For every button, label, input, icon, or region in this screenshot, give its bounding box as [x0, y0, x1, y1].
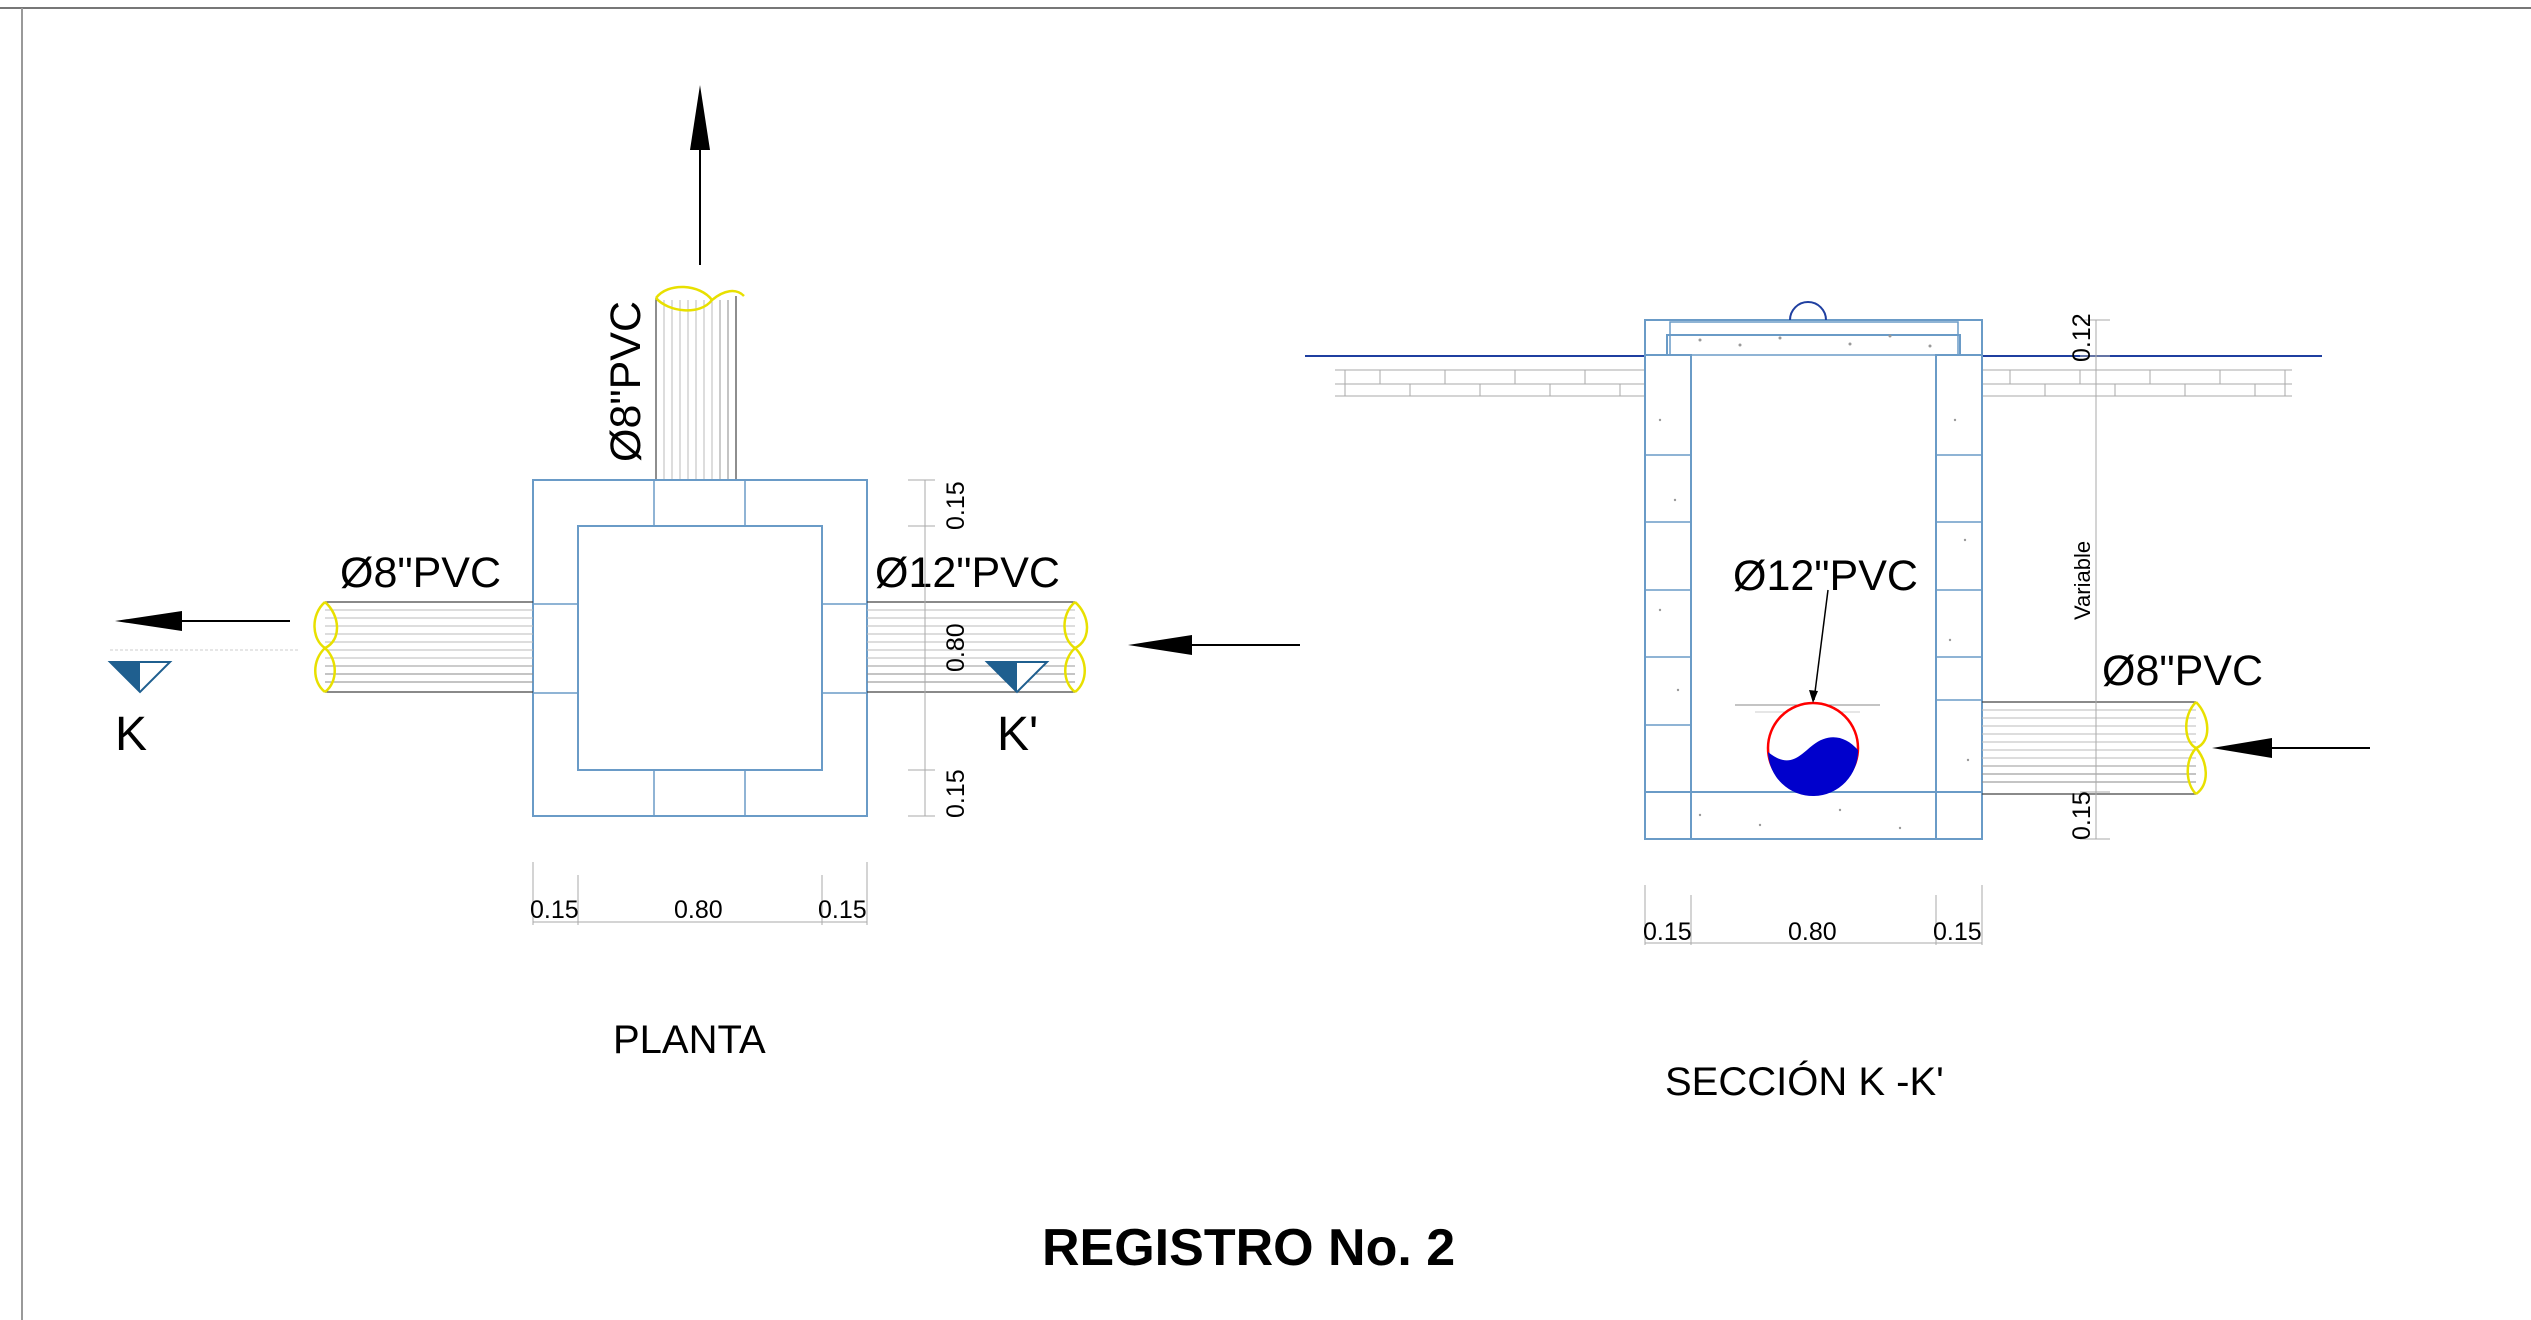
planta-caption: PLANTA: [613, 1018, 766, 1062]
ground-hatch-left: [1335, 369, 1645, 397]
section-dim-variable: Variable: [2070, 541, 2095, 620]
planta-pipe-top: [655, 285, 745, 480]
section-cover-frame: [1644, 319, 1983, 356]
section-pipe-right: [1982, 701, 2209, 796]
section-dim-bottom-left: 0.15: [1643, 918, 1692, 946]
planta-pipe-right-label: Ø12"PVC: [875, 549, 1060, 597]
planta-dims-side: 0.15 0.80 0.15: [908, 479, 970, 818]
water-fill: [1768, 737, 1859, 797]
planta-dim-bottom-left: 0.15: [530, 896, 579, 924]
ground-hatch-right: [1982, 369, 2292, 397]
planta-outer-wall: [532, 479, 868, 817]
planta-dim-bottom-right: 0.15: [818, 896, 867, 924]
section-caption: SECCIÓN K -K': [1665, 1059, 1944, 1104]
planta-dim-bottom-mid: 0.80: [674, 896, 723, 924]
section-dims-bottom: 0.15 0.80 0.15: [1643, 885, 1983, 946]
planta-dims-bottom: 0.15 0.80 0.15: [530, 862, 868, 925]
section-dims-right: 0.12 Variable 0.15: [2068, 313, 2110, 840]
flow-arrow-right-head: [1128, 635, 1192, 655]
cut-label-k-prime: K': [997, 708, 1038, 761]
planta-view: Ø8"PVC: [107, 85, 1300, 1062]
planta-dim-side-top: 0.15: [942, 481, 970, 530]
leader-line: [1813, 589, 1829, 701]
pipe-end-right: [1063, 601, 1078, 693]
planta-dim-side-mid: 0.80: [942, 623, 970, 672]
planta-pipe-top-label: Ø8"PVC: [602, 301, 650, 462]
section-left-wall: [1644, 354, 1692, 840]
drawing-title: REGISTRO No. 2: [1042, 1219, 1455, 1277]
planta-inner-wall: [577, 525, 823, 771]
section-dim-top: 0.12: [2068, 313, 2096, 362]
section-pipe-inner-label: Ø12"PVC: [1733, 552, 1918, 600]
planta-dim-side-bottom: 0.15: [942, 769, 970, 818]
section-right-wall: [1935, 354, 1983, 840]
flow-arrow-left-head: [115, 611, 182, 631]
section-dim-bottom: 0.15: [2068, 791, 2096, 840]
section-pipe-right-label: Ø8"PVC: [2102, 647, 2263, 695]
planta-pipe-right: [867, 601, 1089, 693]
planta-pipe-left: [313, 601, 533, 693]
section-cover-slab: [1669, 321, 1959, 356]
pipe-end-left: [313, 601, 328, 693]
pipe-end-top: [655, 285, 745, 302]
seccion-view: Ø12"PVC Ø8"PVC 0.12: [1305, 301, 2370, 1104]
cover-handle: [1789, 301, 1827, 321]
concrete-speckle: [1658, 334, 1970, 830]
flow-arrow-top-head: [690, 85, 710, 150]
cut-label-k: K: [115, 708, 147, 761]
section-dim-bottom-mid: 0.80: [1788, 918, 1837, 946]
section-base-slab: [1644, 791, 1983, 840]
section-dim-bottom-right: 0.15: [1933, 918, 1982, 946]
planta-pipe-left-label: Ø8"PVC: [340, 549, 501, 597]
section-flow-arrow-head: [2212, 738, 2272, 758]
